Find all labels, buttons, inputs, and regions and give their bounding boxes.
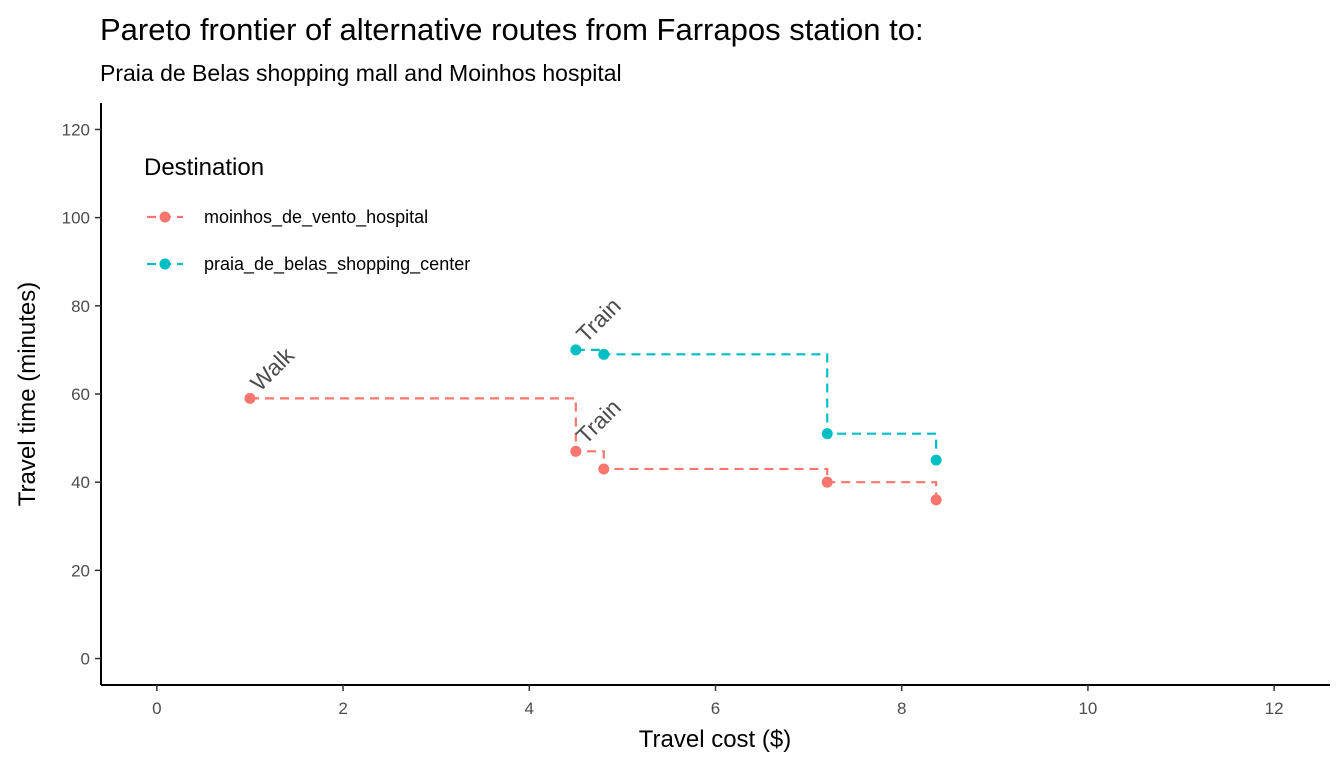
chart-subtitle: Praia de Belas shopping mall and Moinhos… bbox=[100, 60, 622, 86]
x-tick-label: 10 bbox=[1078, 699, 1097, 718]
y-axis-title: Travel time (minutes) bbox=[14, 282, 41, 506]
y-tick-label: 80 bbox=[71, 297, 90, 316]
y-tick-label: 20 bbox=[71, 561, 90, 580]
x-tick-label: 8 bbox=[897, 699, 906, 718]
data-point bbox=[821, 428, 833, 440]
x-tick-label: 12 bbox=[1265, 699, 1284, 718]
chart-title: Pareto frontier of alternative routes fr… bbox=[100, 12, 924, 47]
legend: Destination moinhos_de_vento_hospitalpra… bbox=[144, 154, 470, 275]
legend-key-point bbox=[159, 211, 171, 223]
plot-area: Walk Train Train bbox=[244, 293, 942, 506]
y-tick-label: 100 bbox=[62, 209, 90, 228]
y-tick-label: 120 bbox=[62, 120, 90, 139]
legend-item-label: moinhos_de_vento_hospital bbox=[204, 207, 428, 228]
x-axis-ticks: 0 2 4 6 8 10 12 bbox=[152, 685, 1284, 718]
data-point bbox=[821, 476, 833, 488]
data-point bbox=[930, 454, 942, 466]
x-tick-label: 2 bbox=[338, 699, 347, 718]
data-point bbox=[244, 392, 256, 404]
series-line-praia_de_belas_shopping_center bbox=[575, 348, 938, 461]
y-tick-label: 60 bbox=[71, 385, 90, 404]
x-axis-title: Travel cost ($) bbox=[639, 726, 791, 753]
data-point bbox=[598, 348, 610, 360]
legend-item-label: praia_de_belas_shopping_center bbox=[204, 254, 470, 275]
annotation-label: Walk bbox=[245, 342, 299, 396]
x-tick-label: 6 bbox=[711, 699, 720, 718]
data-point bbox=[570, 344, 582, 356]
y-tick-label: 0 bbox=[81, 650, 90, 669]
data-point bbox=[570, 445, 582, 457]
x-tick-label: 4 bbox=[525, 699, 534, 718]
annotation-label: Train bbox=[571, 394, 626, 449]
x-tick-label: 0 bbox=[152, 699, 161, 718]
y-tick-label: 40 bbox=[71, 473, 90, 492]
legend-key-point bbox=[159, 258, 171, 270]
data-point bbox=[930, 494, 942, 506]
annotation-label: Train bbox=[571, 293, 626, 348]
data-point bbox=[598, 463, 610, 475]
y-axis-ticks: 0 20 40 60 80 100 120 bbox=[62, 120, 101, 669]
legend-title: Destination bbox=[144, 154, 264, 181]
